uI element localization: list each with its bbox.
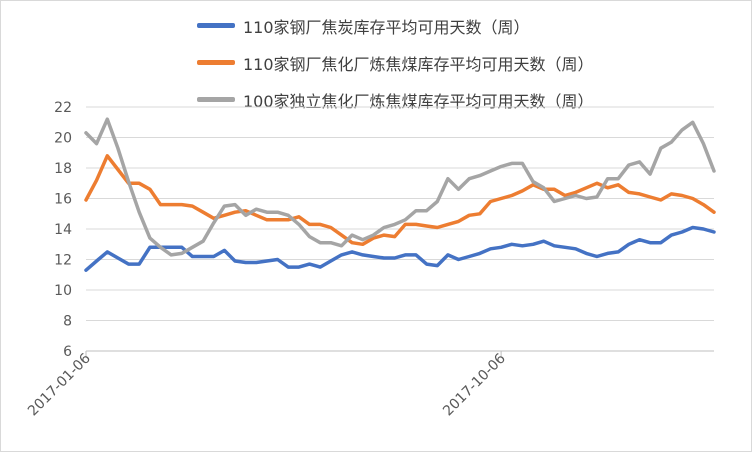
y-tick-label: 10: [54, 283, 72, 299]
y-tick-label: 14: [54, 222, 72, 238]
legend-swatch-2: [197, 60, 235, 65]
y-tick-label: 12: [54, 253, 72, 269]
series-line-3: [84, 117, 716, 257]
y-tick-label: 16: [54, 192, 72, 208]
legend-label-3: 100家独立焦化厂炼焦煤库存平均可用天数（周）: [243, 91, 594, 111]
series-line-1: [84, 225, 716, 272]
legend-swatch-3: [197, 97, 235, 102]
y-tick-label: 18: [54, 161, 72, 177]
legend: 110家钢厂焦炭库存平均可用天数（周） 110家钢厂焦化厂炼焦煤库存平均可用天数…: [197, 7, 594, 118]
legend-item-3: 100家独立焦化厂炼焦煤库存平均可用天数（周）: [197, 81, 594, 118]
x-tick-label: 2017-10-06: [440, 350, 509, 419]
legend-swatch-1: [197, 23, 235, 28]
legend-label-2: 110家钢厂焦化厂炼焦煤库存平均可用天数（周）: [243, 54, 594, 74]
y-tick-label: 6: [63, 344, 72, 360]
x-tick-label: 2017-01-06: [25, 350, 94, 419]
legend-item-1: 110家钢厂焦炭库存平均可用天数（周）: [197, 7, 594, 44]
y-tick-label: 22: [54, 100, 72, 116]
series-line-2: [84, 154, 716, 247]
y-tick-label: 20: [54, 131, 72, 147]
legend-label-1: 110家钢厂焦炭库存平均可用天数（周）: [243, 17, 530, 37]
y-tick-label: 8: [63, 314, 72, 330]
legend-item-2: 110家钢厂焦化厂炼焦煤库存平均可用天数（周）: [197, 44, 594, 81]
